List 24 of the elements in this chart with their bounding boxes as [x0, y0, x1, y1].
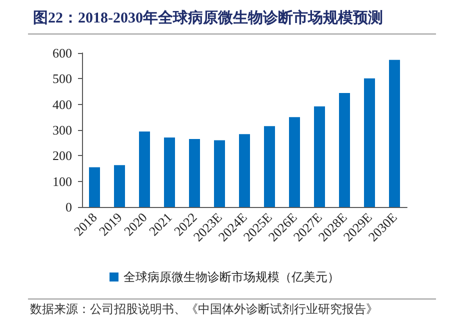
legend-label: 全球病原微生物诊断市场规模（亿美元）: [124, 270, 340, 284]
bar: [139, 132, 150, 207]
bar: [114, 165, 125, 207]
y-tick-label: 600: [52, 46, 72, 60]
bar: [289, 117, 300, 207]
bar: [264, 126, 275, 207]
bar: [339, 93, 350, 207]
y-tick-label: 300: [52, 122, 72, 138]
y-tick-label: 0: [66, 200, 72, 214]
bar: [214, 140, 225, 207]
x-tick-label: 2021: [146, 210, 175, 239]
bar: [389, 60, 400, 207]
y-tick-label: 100: [52, 174, 72, 189]
bar: [239, 134, 250, 207]
bar: [89, 167, 100, 207]
bar: [364, 78, 375, 207]
y-tick-label: 400: [52, 96, 72, 112]
bar: [164, 137, 175, 207]
y-tick-label: 500: [52, 71, 72, 86]
bar: [314, 106, 325, 207]
y-tick-label: 200: [52, 148, 72, 164]
chart-title: 图22：2018-2030年全球病原微生物诊断市场规模预测: [33, 8, 383, 26]
bar: [189, 138, 200, 207]
source-note: 数据来源：公司招股说明书、《中国体外诊断试剂行业研究报告》: [30, 302, 378, 316]
